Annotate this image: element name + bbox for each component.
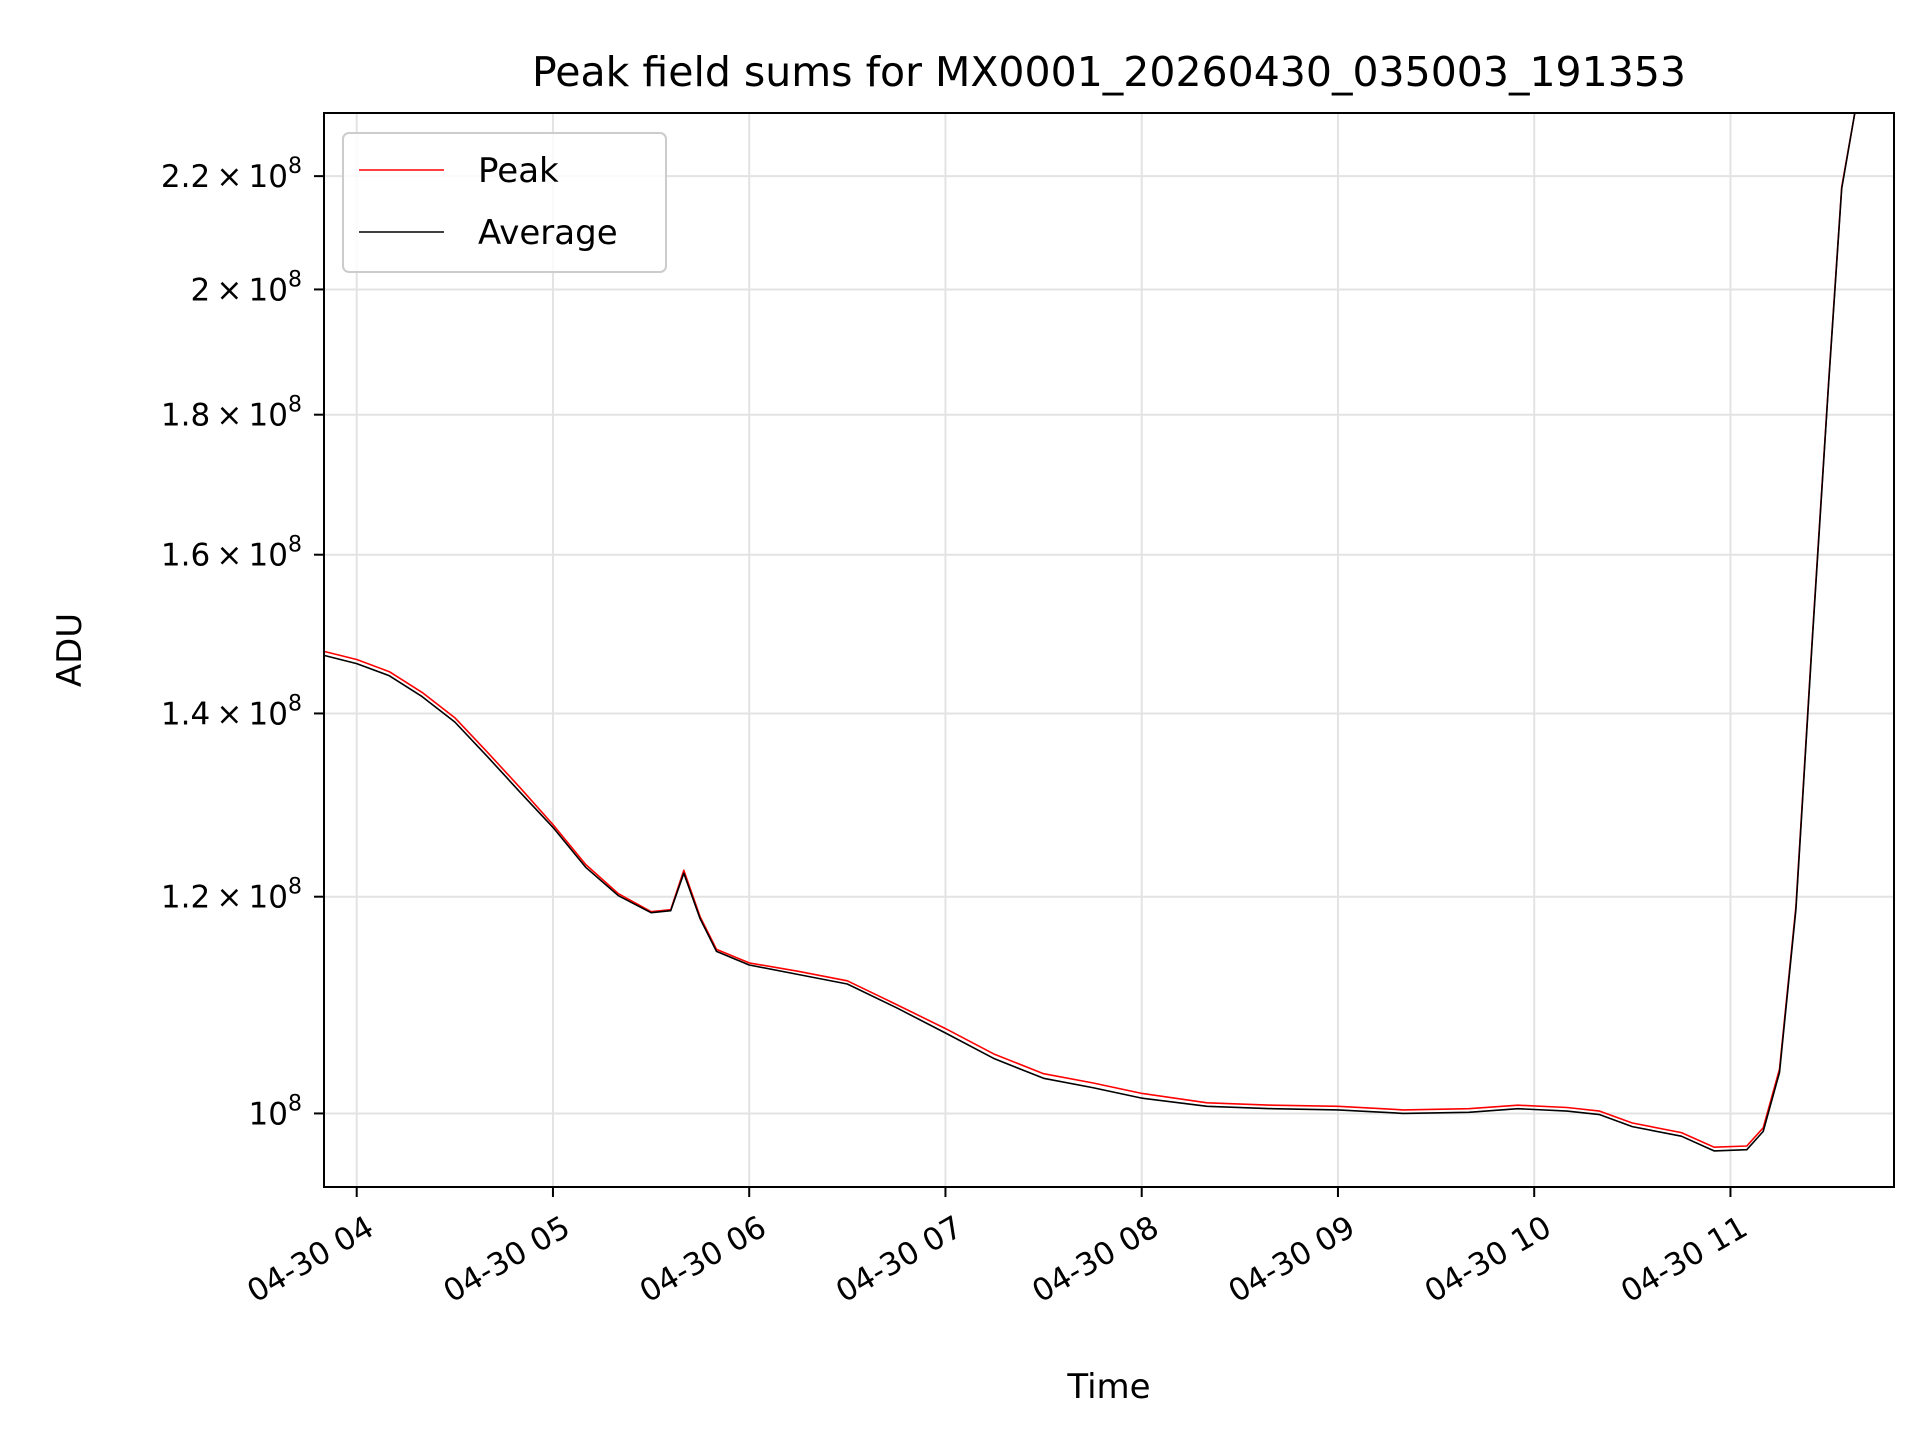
plot-lines (323, 112, 1856, 1152)
legend-label-average: Average (478, 213, 618, 253)
chart-title: Peak field sums for MX0001_20260430_0350… (532, 48, 1686, 96)
y-tick-label: 1.6 × 108 (161, 533, 302, 574)
plot-frame (323, 112, 1895, 1188)
series-line-average (323, 112, 1856, 1152)
y-axis-title: ADU (50, 613, 90, 687)
x-axis-title: Time (1066, 1367, 1150, 1407)
y-axis: 108 1.2 × 108 1.4 × 108 1.6 × 108 1.8 × 108 2… (161, 154, 324, 1132)
y-tick-label: 108 (249, 1091, 302, 1132)
legend-label-peak: Peak (478, 151, 559, 191)
y-tick-label: 1.4 × 108 (161, 691, 302, 732)
y-tick-label: 1.8 × 108 (161, 393, 302, 434)
y-tick-label: 2 × 108 (190, 267, 302, 308)
series-line-peak (323, 112, 1856, 1148)
legend: Peak Average (342, 132, 667, 273)
grid (324, 113, 1894, 1187)
y-tick-label: 1.2 × 108 (161, 875, 302, 916)
y-tick-label: 2.2 × 108 (161, 154, 302, 195)
legend-box (342, 132, 667, 273)
